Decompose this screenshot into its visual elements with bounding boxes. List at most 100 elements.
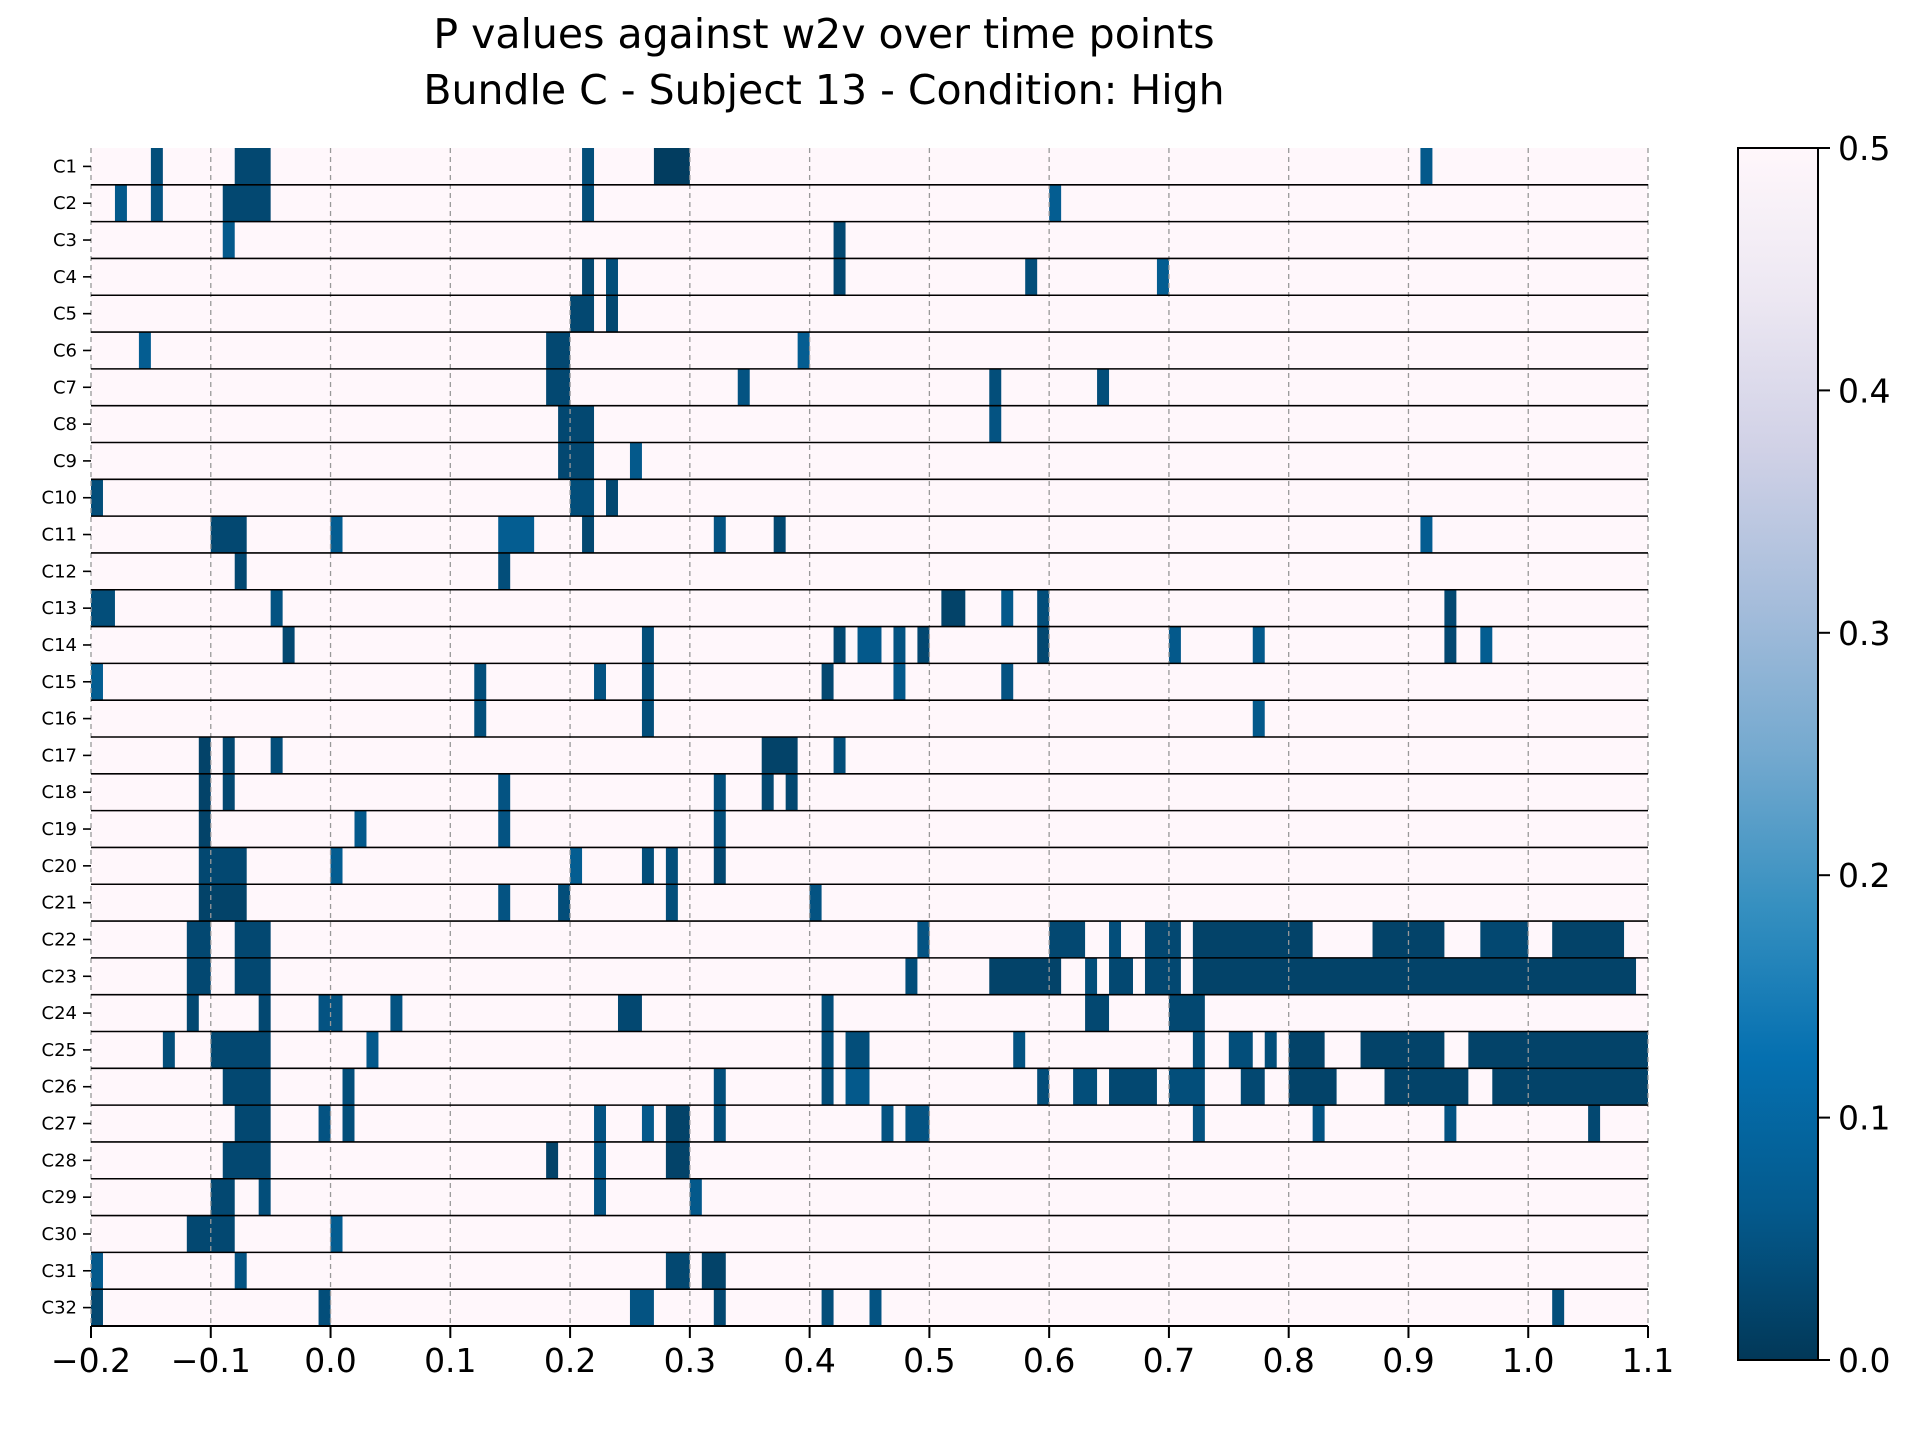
heatmap-cell-C14-4	[893, 626, 906, 664]
heatmap-cell-C26-0	[222, 1068, 271, 1106]
heatmap-cell-C19-2	[498, 810, 511, 848]
y-tick-label-C21: C21	[42, 893, 77, 914]
heatmap-cell-C11-6	[1420, 516, 1433, 553]
heatmap-cell-C25-6	[1192, 1031, 1205, 1069]
heatmap-cell-C18-2	[498, 773, 511, 811]
y-tick-label-C24: C24	[42, 1003, 77, 1024]
heatmap-cell-C27-12	[1588, 1105, 1601, 1142]
heatmap-cell-C4-1	[606, 258, 618, 296]
heatmap-cell-C24-6	[1085, 994, 1110, 1032]
heatmap-row-C29	[91, 1178, 1648, 1216]
heatmap-cell-C27-2	[342, 1105, 355, 1142]
heatmap-cell-C26-10	[1288, 1068, 1337, 1106]
heatmap-cell-C29-2	[594, 1178, 607, 1216]
heatmap-cell-C24-7	[1168, 994, 1205, 1032]
heatmap-cell-C22-6	[1192, 921, 1313, 958]
heatmap-cell-C20-2	[570, 847, 583, 885]
heatmap-cell-C3-0	[222, 221, 235, 259]
heatmap-row-C5	[91, 295, 1648, 333]
heatmap-row-C21	[91, 884, 1648, 922]
heatmap-cell-C26-11	[1384, 1068, 1469, 1106]
heatmap-cell-C14-3	[857, 626, 882, 664]
heatmap-cell-C25-0	[162, 1031, 175, 1069]
heatmap-cell-C11-3	[582, 516, 595, 553]
heatmap-cell-C6-0	[138, 332, 151, 369]
heatmap-cell-C32-3	[713, 1289, 726, 1326]
heatmap-cell-C11-5	[773, 516, 786, 553]
y-tick-label-C14: C14	[42, 635, 77, 656]
heatmap-cell-C13-4	[1037, 589, 1050, 627]
x-tick-label-1: −0.1	[171, 1341, 251, 1380]
heatmap-row-C8	[91, 405, 1648, 443]
heatmap-cell-C27-9	[1192, 1105, 1205, 1142]
heatmap-cell-C32-1	[318, 1289, 331, 1326]
heatmap-cell-C28-0	[222, 1141, 271, 1179]
heatmap-cell-C19-3	[713, 810, 726, 848]
heatmap-cell-C7-3	[1097, 368, 1110, 406]
heatmap-cell-C7-0	[546, 368, 571, 406]
heatmap-cell-C22-3	[1049, 921, 1086, 958]
heatmap-cell-C16-0	[474, 700, 487, 737]
heatmap-cell-C23-0	[186, 957, 211, 995]
heatmap-cell-C13-5	[1444, 589, 1457, 627]
x-tick-label-2: 0.0	[304, 1341, 356, 1380]
heatmap-cell-C1-3	[653, 148, 690, 185]
heatmap-cell-C25-2	[366, 1031, 379, 1069]
heatmap-cell-C27-10	[1312, 1105, 1325, 1142]
heatmap-cell-C21-4	[809, 884, 822, 922]
heatmap-cell-C26-4	[845, 1068, 870, 1106]
heatmap-cell-C25-7	[1228, 1031, 1253, 1069]
heatmap-row-C6	[91, 332, 1648, 369]
colorbar-tick-label-1: 0.1	[1838, 1099, 1890, 1138]
heatmap-cell-C32-5	[869, 1289, 882, 1326]
heatmap-cell-C13-2	[941, 589, 966, 627]
y-tick-label-C25: C25	[42, 1040, 77, 1061]
heatmap-cell-C11-2	[498, 516, 535, 553]
y-tick-label-C23: C23	[42, 966, 77, 987]
heatmap-cell-C26-6	[1073, 1068, 1098, 1106]
heatmap-cell-C16-1	[641, 700, 654, 737]
heatmap-cell-C2-2	[222, 184, 271, 222]
y-tick-label-C1: C1	[53, 156, 77, 177]
heatmap-cell-C10-1	[570, 479, 595, 517]
heatmap-cell-C4-2	[833, 258, 846, 296]
heatmap-row-C20	[91, 847, 1648, 885]
heatmap-cell-C9-0	[558, 442, 595, 480]
heatmap-cell-C29-0	[210, 1178, 235, 1216]
heatmap-cell-C4-3	[1025, 258, 1038, 296]
y-tick-label-C31: C31	[42, 1261, 77, 1282]
heatmap-cell-C32-2	[629, 1289, 654, 1326]
y-tick-label-C8: C8	[53, 414, 77, 435]
heatmap-cell-C25-10	[1360, 1031, 1445, 1069]
heatmap-cell-C17-3	[761, 737, 798, 774]
heatmap-cell-C8-0	[558, 405, 595, 443]
heatmap-cell-C14-9	[1444, 626, 1457, 664]
heatmap-row-C16	[91, 700, 1648, 737]
x-tick-label-7: 0.5	[903, 1341, 955, 1380]
y-tick-label-C13: C13	[42, 598, 77, 619]
heatmap-row-C19	[91, 810, 1648, 848]
y-tick-label-C22: C22	[42, 929, 77, 950]
heatmap-cell-C24-4	[617, 994, 642, 1032]
y-tick-label-C3: C3	[53, 230, 77, 251]
heatmap-cell-C14-10	[1480, 626, 1493, 664]
heatmap-cell-C23-4	[1085, 957, 1098, 995]
heatmap-cell-C15-2	[594, 663, 607, 701]
y-tick-label-C7: C7	[53, 377, 77, 398]
x-tick-label-12: 1.0	[1502, 1341, 1554, 1380]
heatmap-cell-C14-6	[1037, 626, 1050, 664]
heatmap-cell-C1-4	[1420, 148, 1433, 185]
heatmap-cell-C1-1	[234, 148, 271, 185]
heatmap-cell-C30-1	[330, 1215, 343, 1253]
heatmap-cell-C2-1	[150, 184, 163, 222]
colorbar-tick-label-3: 0.3	[1838, 614, 1890, 653]
heatmap-cell-C1-0	[150, 148, 163, 185]
y-tick-label-C15: C15	[42, 672, 77, 693]
heatmap-cell-C2-4	[1049, 184, 1062, 222]
heatmap-cell-C26-7	[1109, 1068, 1157, 1106]
y-tick-label-C19: C19	[42, 819, 77, 840]
heatmap-cell-C6-1	[546, 332, 571, 369]
colorbar-tick-label-5: 0.5	[1838, 129, 1890, 168]
heatmap-row-C7	[91, 368, 1648, 406]
heatmap-cell-C26-5	[1037, 1068, 1050, 1106]
